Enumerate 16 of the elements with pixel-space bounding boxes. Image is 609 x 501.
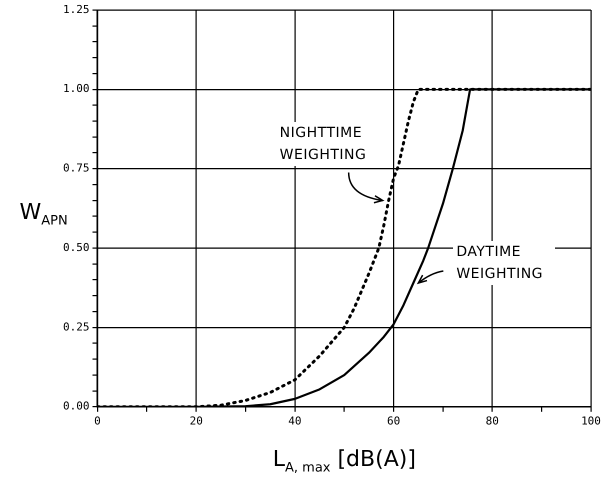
- text: NIGHTTIME WEIGHTING: [276, 122, 379, 166]
- x-axis-title: L$_{A, max}$ [dB(A)]: [272, 446, 416, 476]
- y-tick-label: 1.25: [62, 2, 90, 16]
- y-tick-label: 0.00: [62, 400, 90, 413]
- y-axis-title: W$_{APN}$: [19, 200, 68, 229]
- y-tick-label: 1.00: [62, 82, 90, 96]
- x-tick-label: 40: [288, 414, 302, 428]
- x-tick-label: 0: [94, 414, 101, 428]
- x-tick-label: 80: [486, 414, 499, 428]
- y-tick-label: 0.25: [62, 320, 90, 334]
- x-tick-label: 60: [386, 414, 400, 428]
- y-tick-label: 0.75: [62, 162, 90, 175]
- series-label: DAYTIME WEIGHTING: [453, 240, 556, 285]
- y-tick-label: 0.50: [62, 240, 90, 254]
- x-tick-label: 20: [190, 414, 203, 428]
- x-tick-label: 100: [581, 414, 601, 428]
